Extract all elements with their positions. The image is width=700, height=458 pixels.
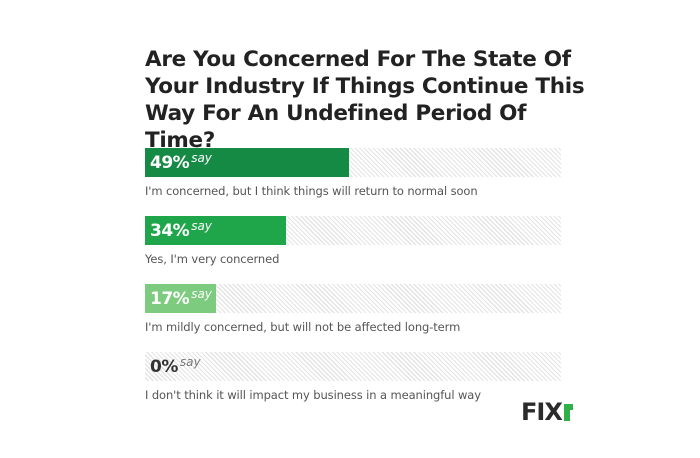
logo-r-icon [563,404,573,421]
bar-fill [145,216,287,245]
say-label: say [191,219,212,233]
bar-track: 17% say [145,284,561,313]
percent-label: 17% say [150,287,212,309]
percent-value: 34% [150,221,190,241]
percent-value: 0% [150,357,178,377]
say-label: say [191,287,212,301]
fixr-logo: FIX [521,400,573,424]
bar-track: 0% say [145,352,561,381]
bar-row: 34% say Yes, I'm very concerned [145,216,561,266]
bar-row: 49% say I'm concerned, but I think things… [145,148,561,198]
bar-row: 17% say I'm mildly concerned, but will no… [145,284,561,334]
percent-value: 17% [150,289,190,309]
answer-caption: Yes, I'm very concerned [145,252,280,266]
percent-label: 34% say [150,219,212,241]
bar-track: 34% say [145,216,561,245]
bar-track: 49% say [145,148,561,177]
percent-label: 49% say [150,151,212,173]
chart-title: Are You Concerned For The State Of Your … [145,47,585,153]
bar-row: 0% say I don't think it will impact my bu… [145,352,561,402]
answer-caption: I don't think it will impact my business… [145,388,481,402]
logo-text: FIX [521,398,563,426]
percent-value: 49% [150,153,190,173]
say-label: say [191,151,212,165]
bar-fill [145,284,216,313]
say-label: say [179,355,201,369]
bar-fill [145,148,349,177]
percent-label: 0% say [150,355,201,377]
answer-caption: I'm mildly concerned, but will not be af… [145,320,461,334]
answer-caption: I'm concerned, but I think things will r… [145,184,478,198]
